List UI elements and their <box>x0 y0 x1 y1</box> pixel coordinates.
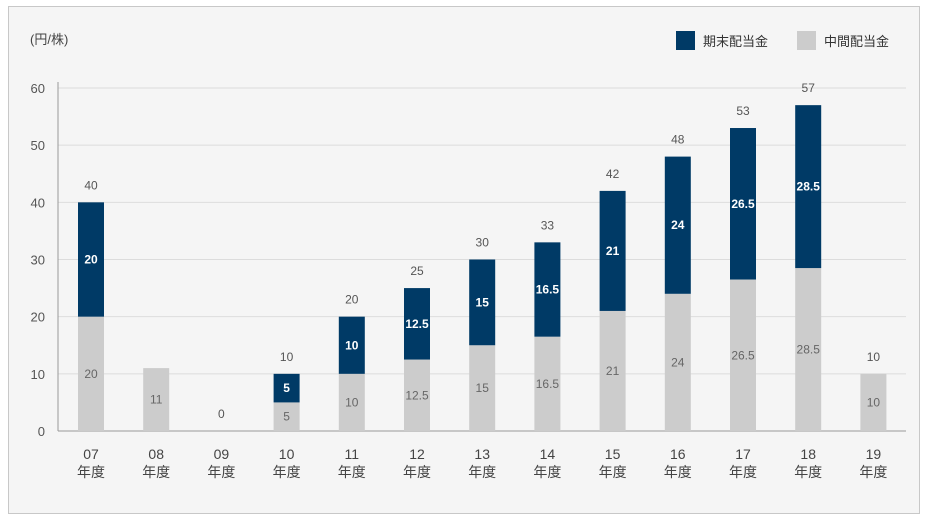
bar-interim <box>534 336 561 431</box>
bar-interim <box>599 310 626 431</box>
legend-item-final: 期末配当金 <box>676 31 768 50</box>
data-label-final: 20 <box>84 253 98 267</box>
data-label-final: 15 <box>476 295 490 309</box>
total-label: 10 <box>280 350 294 364</box>
bar-interim <box>795 268 822 431</box>
x-tick-label: 17 年度 <box>729 446 757 480</box>
bar-final <box>469 259 496 346</box>
data-label-interim: 21 <box>606 364 620 378</box>
bar-final <box>404 288 430 360</box>
bar-interim <box>404 359 430 431</box>
data-label-interim: 26.5 <box>731 348 755 362</box>
data-label-final: 10 <box>345 338 359 352</box>
total-label: 10 <box>867 350 881 364</box>
data-label-interim: 15 <box>476 381 490 395</box>
bar-final <box>730 128 756 280</box>
bar-interim <box>78 316 104 431</box>
total-label: 53 <box>736 104 750 118</box>
data-label-final: 12.5 <box>405 317 429 331</box>
data-label-final: 16.5 <box>536 283 560 297</box>
x-tick-label: 08 年度 <box>142 446 170 480</box>
y-unit-label: (円/株) <box>30 32 69 47</box>
x-tick-label: 12 年度 <box>403 446 431 480</box>
x-tick-label: 18 年度 <box>794 446 822 480</box>
bar-interim <box>273 402 300 431</box>
bar-interim <box>664 293 691 431</box>
bar-interim <box>730 279 756 431</box>
bar-final <box>78 202 104 317</box>
data-label-final: 26.5 <box>731 197 755 211</box>
y-tick-label: 60 <box>31 81 45 96</box>
total-label: 0 <box>218 407 225 421</box>
y-tick-label: 50 <box>31 138 45 153</box>
x-tick-label: 10 年度 <box>273 446 301 480</box>
dividend-chart: 0 10 20 30 40 50 60 20 20 40 07 年度 11 08 年度 0 09 年度 5 5 10 10… <box>31 81 906 480</box>
x-tick-label: 15 年度 <box>599 446 627 480</box>
total-label: 57 <box>802 81 816 95</box>
y-tick-label: 40 <box>31 195 45 210</box>
y-tick-label: 30 <box>31 253 45 268</box>
y-tick-label: 10 <box>31 367 45 382</box>
data-label-final: 28.5 <box>797 180 821 194</box>
bar-final <box>599 190 626 311</box>
legend-swatch-final <box>676 31 695 50</box>
bar-final <box>664 156 691 294</box>
x-tick-label: 09 年度 <box>207 446 235 480</box>
x-tick-label: 07 年度 <box>77 446 105 480</box>
bar-interim <box>143 368 170 431</box>
total-label: 42 <box>606 167 620 181</box>
data-label-interim: 5 <box>283 410 290 424</box>
data-label-interim: 11 <box>150 393 163 407</box>
legend-label-final: 期末配当金 <box>703 34 769 49</box>
total-label: 25 <box>410 264 424 278</box>
y-tick-label: 20 <box>31 310 45 325</box>
x-tick-label: 14 年度 <box>533 446 561 480</box>
data-label-interim: 20 <box>84 367 98 381</box>
y-tick-label: 0 <box>38 424 45 439</box>
legend-item-interim: 中間配当金 <box>797 31 889 50</box>
bar-final <box>338 316 365 374</box>
data-label-interim: 10 <box>867 395 881 409</box>
x-tick-label: 16 年度 <box>664 446 692 480</box>
total-label: 30 <box>476 236 490 250</box>
bar-final <box>795 105 822 269</box>
data-label-interim: 16.5 <box>536 377 560 391</box>
bar-interim <box>338 373 365 431</box>
legend-swatch-interim <box>797 31 816 50</box>
total-label: 40 <box>84 178 98 192</box>
data-label-final: 5 <box>283 381 290 395</box>
legend-label-interim: 中間配当金 <box>824 34 890 49</box>
x-tick-label: 13 年度 <box>468 446 496 480</box>
bar-final <box>534 242 561 337</box>
x-tick-label: 11 年度 <box>338 446 366 480</box>
x-tick-label: 19 年度 <box>859 446 887 480</box>
total-label: 48 <box>671 133 685 147</box>
data-label-interim: 12.5 <box>405 388 429 402</box>
total-label: 33 <box>541 218 555 232</box>
data-label-interim: 10 <box>345 395 359 409</box>
data-label-final: 24 <box>671 218 685 232</box>
total-label: 20 <box>345 293 359 307</box>
data-label-interim: 24 <box>671 355 685 369</box>
bar-interim <box>469 345 496 431</box>
data-label-interim: 28.5 <box>797 343 821 357</box>
bar-final <box>273 373 300 403</box>
chart-frame: (円/株) 期末配当金 中間配当金 0 10 20 30 40 50 60 20 20 40 07 年… <box>8 6 920 514</box>
data-label-final: 21 <box>606 244 620 258</box>
bar-interim <box>860 373 887 431</box>
